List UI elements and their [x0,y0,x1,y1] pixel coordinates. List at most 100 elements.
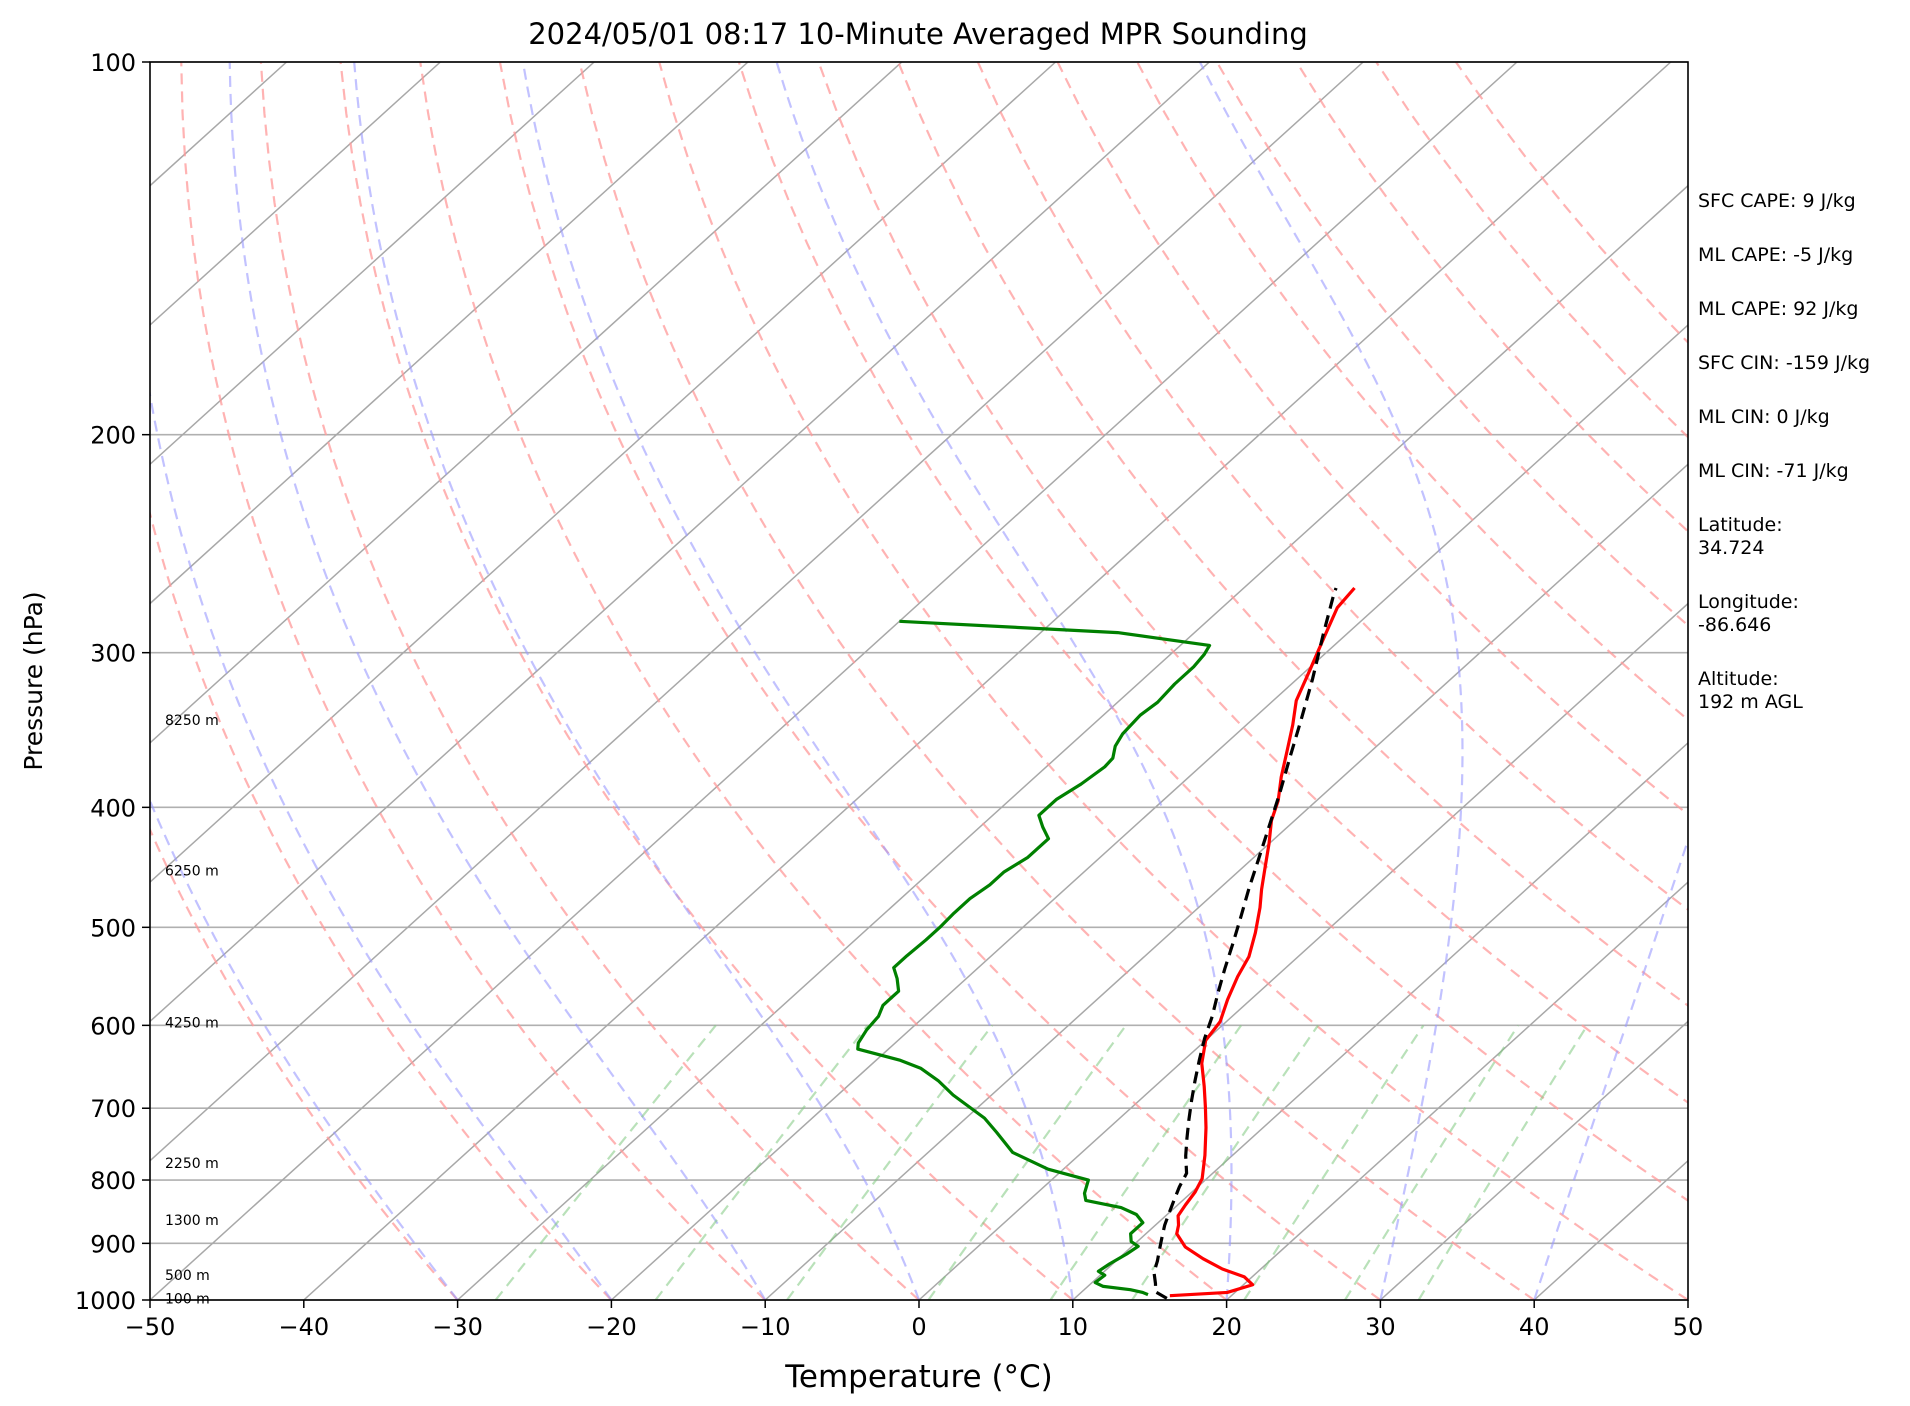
dry-adiabat [150,509,613,1300]
isotherm-line [764,463,1688,1300]
sounding-profiles [856,586,1356,1300]
series-temperature-line [1169,586,1356,1298]
x-tick-label: −40 [278,1313,329,1341]
stat-latitude: Latitude: 34.724 [1698,514,1908,560]
y-tick-label: 700 [90,1095,136,1123]
stat-longitude-value: -86.646 [1698,614,1772,636]
isotherm-line [457,184,1688,1300]
mixing-ratio-line [1417,1024,1589,1300]
dry-adiabat [578,62,1535,1300]
isotherm-line [303,62,1672,1300]
dry-adiabat [150,827,459,1300]
stat-longitude-label: Longitude: [1698,591,1799,613]
x-tick-label: −20 [586,1313,637,1341]
dry-adiabat [817,62,1688,1104]
y-tick-label: 200 [90,422,136,450]
mixing-ratio-line [786,1024,994,1300]
isotherm-line [150,62,1518,1300]
x-tick-label: 40 [1519,1313,1550,1341]
y-tick-label: 100 [90,49,136,77]
chart-title: 2024/05/01 08:17 10-Minute Averaged MPR … [528,17,1308,51]
moist-adiabat [228,62,767,1300]
x-tick-label: 50 [1673,1313,1704,1341]
stat-latitude-label: Latitude: [1698,514,1783,536]
mixing-ratio-line [1049,1024,1242,1300]
y-axis-label: Pressure (hPa) [19,591,48,770]
moist-adiabat [1198,62,1464,1300]
height-label: 1300 m [165,1213,219,1229]
x-tick-label: 0 [911,1313,926,1341]
height-label: 4250 m [165,1016,219,1032]
isotherm-line [150,62,1364,1162]
moist-adiabat [775,62,1233,1300]
grid-layer [150,61,1688,1301]
isotherm-line [150,62,595,466]
y-tick-label: 900 [90,1230,136,1258]
moist-adiabat [521,62,1074,1300]
height-label: 2250 m [165,1156,219,1172]
dry-adiabat [339,62,1074,1300]
height-label: 500 m [165,1268,210,1284]
moist-adiabat [150,388,613,1300]
height-label: 8250 m [165,713,219,729]
x-tick-label: 10 [1058,1313,1089,1341]
moist-adiabat [1533,836,1688,1300]
mixing-ratio-line [927,1024,1127,1300]
stat-ml-cape: ML CAPE: -5 J/kg [1698,244,1854,266]
stat-ml-cape-2: ML CAPE: 92 J/kg [1698,298,1859,320]
isotherms [150,62,1688,1300]
dry-adiabat [498,62,1382,1300]
x-tick-label: 20 [1211,1313,1242,1341]
stat-altitude: Altitude: 192 m AGL [1698,668,1908,714]
stat-sfc-cape: SFC CAPE: 9 J/kg [1698,190,1856,212]
y-tick-label: 600 [90,1012,136,1040]
mixing-ratio-line [654,1024,869,1300]
stat-latitude-value: 34.724 [1698,537,1765,559]
series-parcel-line [1152,587,1338,1300]
y-tick-label: 300 [90,640,136,668]
isotherm-line [150,62,1057,884]
dry-adiabat [1136,62,1688,722]
x-tick-label: −30 [432,1313,483,1341]
mixing-ratio-line [1344,1024,1520,1300]
isotherm-line [150,62,749,605]
moist-adiabat [353,62,921,1300]
dry-adiabat [419,62,1228,1300]
isotherm-line [918,602,1688,1300]
mixing-ratio-line [1131,1024,1319,1300]
y-tick-label: 800 [90,1167,136,1195]
x-axis-label: Temperature (°C) [784,1359,1053,1395]
stat-ml-cin: ML CIN: 0 J/kg [1698,406,1830,428]
height-label: 100 m [165,1291,210,1307]
isotherm-line [610,323,1688,1300]
isotherm-line [150,62,441,326]
dry-adiabat [658,62,1688,1300]
isotherm-line [1379,1020,1688,1300]
height-labels: 100 m 500 m 1300 m 2250 m 4250 m 6250 m 8250 m [165,713,219,1307]
mixing-ratio-line [494,1024,717,1300]
background-lines [150,62,1688,1300]
x-tick-label: −10 [740,1313,791,1341]
x-tick-label: 30 [1365,1313,1396,1341]
mixing-ratio-line [1243,1024,1425,1300]
height-label: 6250 m [165,864,219,880]
dry-adiabat [1056,62,1688,816]
dry-adiabat [897,62,1688,1008]
stat-ml-cin-2: ML CIN: -71 J/kg [1698,460,1849,482]
dry-adiabat [180,62,766,1300]
y-tick-label: 500 [90,914,136,942]
moist-adiabat [150,798,459,1300]
sounding-stats-panel: SFC CAPE: 9 J/kg ML CAPE: -5 J/kg ML CAP… [1698,190,1908,745]
stat-longitude: Longitude: -86.646 [1698,591,1908,637]
dry-adiabat [259,62,920,1300]
stat-altitude-value: 192 m AGL [1698,691,1803,713]
y-tick-label: 1000 [75,1287,136,1315]
isotherm-line [150,62,903,744]
isotherm-line [150,62,1210,1023]
axis-ticks: −50 −40 −30 −20 −10 0 10 20 30 40 50 1000 900 800 700 6… [75,49,1703,1341]
x-tick-label: −50 [125,1313,176,1341]
series-dewpoint-line [856,619,1212,1297]
stat-altitude-label: Altitude: [1698,668,1779,690]
